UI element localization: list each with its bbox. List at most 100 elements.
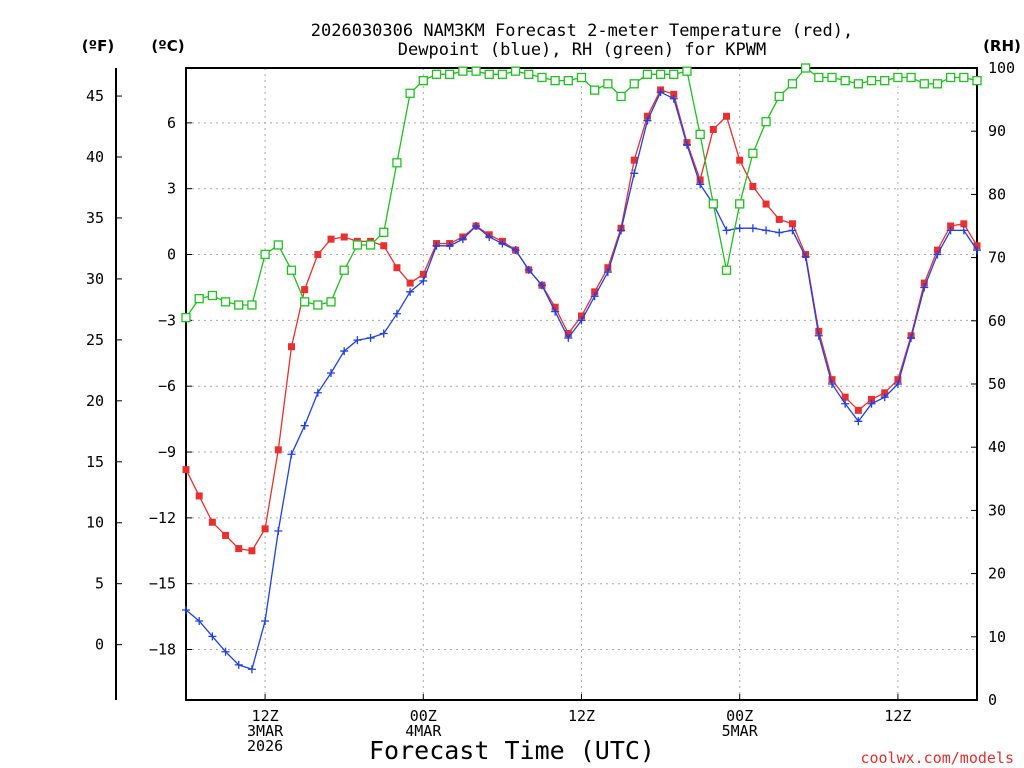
time-tick-label: 00Z (726, 707, 753, 725)
celsius-tick-label: −6 (158, 377, 176, 395)
rh-point (576, 72, 587, 83)
dewpoint-point (946, 226, 955, 235)
dewpoint-point (261, 617, 270, 625)
dewpoint-point (353, 336, 362, 345)
dewpoint-point (537, 281, 546, 290)
dewpoint-point (762, 226, 771, 235)
dewpoint-point (287, 450, 296, 459)
temperature-point (815, 327, 823, 335)
dewpoint-point (551, 307, 560, 316)
dewpoint-point (775, 228, 784, 237)
dewpoint-point (445, 241, 454, 250)
rh-point (313, 300, 323, 310)
rh-point (695, 129, 705, 140)
rh-point (814, 72, 824, 83)
rh-point (735, 199, 745, 209)
rh-tick-label: 10 (988, 628, 1006, 646)
rh-tick-label: 90 (988, 122, 1006, 140)
rh-tick-label: 80 (988, 185, 1006, 203)
rh-point (945, 72, 956, 83)
rh-point (550, 75, 560, 86)
rh-point (234, 300, 244, 310)
time-tick-label: 4MAR (405, 722, 442, 740)
dewpoint-point (880, 393, 889, 402)
temperature-point (881, 389, 889, 397)
time-tick-label: 12Z (252, 707, 279, 725)
rh-point (629, 79, 639, 89)
temperature-point (736, 156, 744, 164)
rh-point (431, 69, 442, 79)
rh-point (827, 72, 837, 83)
rh-point (379, 227, 389, 237)
rh-point (537, 72, 547, 83)
dewpoint-point (617, 226, 626, 235)
temperature-point (762, 200, 770, 208)
celsius-tick-label: −3 (158, 311, 176, 329)
temperature-point (920, 279, 928, 287)
rh-point (194, 294, 204, 304)
rh-tick-label: 20 (988, 565, 1006, 583)
dewpoint-point (472, 222, 481, 230)
fahrenheit-tick-label: 5 (95, 575, 104, 593)
rh-tick-label: 30 (988, 501, 1006, 519)
rh-point (339, 265, 349, 275)
x-axis-title: Forecast Time (UTC) (369, 736, 655, 765)
temperature-point (868, 395, 876, 403)
temperature-point (314, 251, 322, 259)
fahrenheit-tick-label: 30 (86, 270, 104, 288)
grid-layer (186, 68, 977, 700)
rh-point (458, 66, 468, 76)
dewpoint-point (300, 421, 309, 430)
temperature-point (340, 233, 348, 241)
dewpoint-point (577, 316, 586, 325)
time-tick-label: 00Z (410, 707, 437, 725)
rh-point (563, 75, 573, 86)
rh-tick-label: 60 (988, 312, 1006, 330)
temperature-point (235, 545, 243, 553)
temperature-point (947, 222, 955, 230)
temperature-point (960, 220, 968, 228)
time-tick-label: 5MAR (722, 722, 759, 740)
dewpoint-point (208, 632, 217, 641)
fahrenheit-axis-labels: 45 40 35 30 25 20 15 10 5 0 (86, 87, 122, 654)
dewpoint-point (893, 380, 902, 388)
rh-point (497, 69, 508, 79)
credit-link[interactable]: coolwx.com/models (860, 749, 1014, 767)
time-tick-label: 3MAR (247, 722, 284, 740)
rh-point (524, 69, 534, 79)
temperature-point (182, 466, 190, 474)
rh-point (445, 69, 455, 79)
temperature-point (591, 288, 599, 296)
rh-point (787, 79, 798, 89)
temperature-point (894, 376, 902, 384)
dewpoint-point (656, 88, 665, 97)
rh-point (972, 75, 982, 86)
rh-point (260, 249, 270, 260)
rh-point (418, 75, 428, 86)
temperature-point (696, 176, 704, 184)
dewpoint-point (406, 287, 415, 296)
temperature-point (287, 343, 295, 351)
dewpoint-point (907, 333, 916, 342)
fahrenheit-tick-label: 35 (86, 209, 104, 227)
rh-point (919, 79, 929, 89)
fahrenheit-tick-label: 0 (95, 636, 104, 654)
dewpoint-point (854, 417, 863, 426)
fahrenheit-tick-label: 15 (86, 453, 104, 471)
temperature-point (709, 125, 717, 133)
rh-point (299, 297, 310, 307)
series-layer (181, 63, 982, 674)
celsius-tick-label: 3 (167, 180, 176, 198)
temperature-point (604, 264, 612, 272)
dewpoint-point (458, 235, 467, 244)
rh-point (590, 85, 600, 95)
rh-point (893, 72, 903, 83)
temperature-point (380, 242, 388, 250)
fahrenheit-tick-label: 25 (86, 331, 104, 349)
rh-point (365, 240, 376, 250)
temperature-point (723, 112, 731, 120)
rh-point (616, 91, 626, 102)
rh-point (906, 72, 916, 83)
